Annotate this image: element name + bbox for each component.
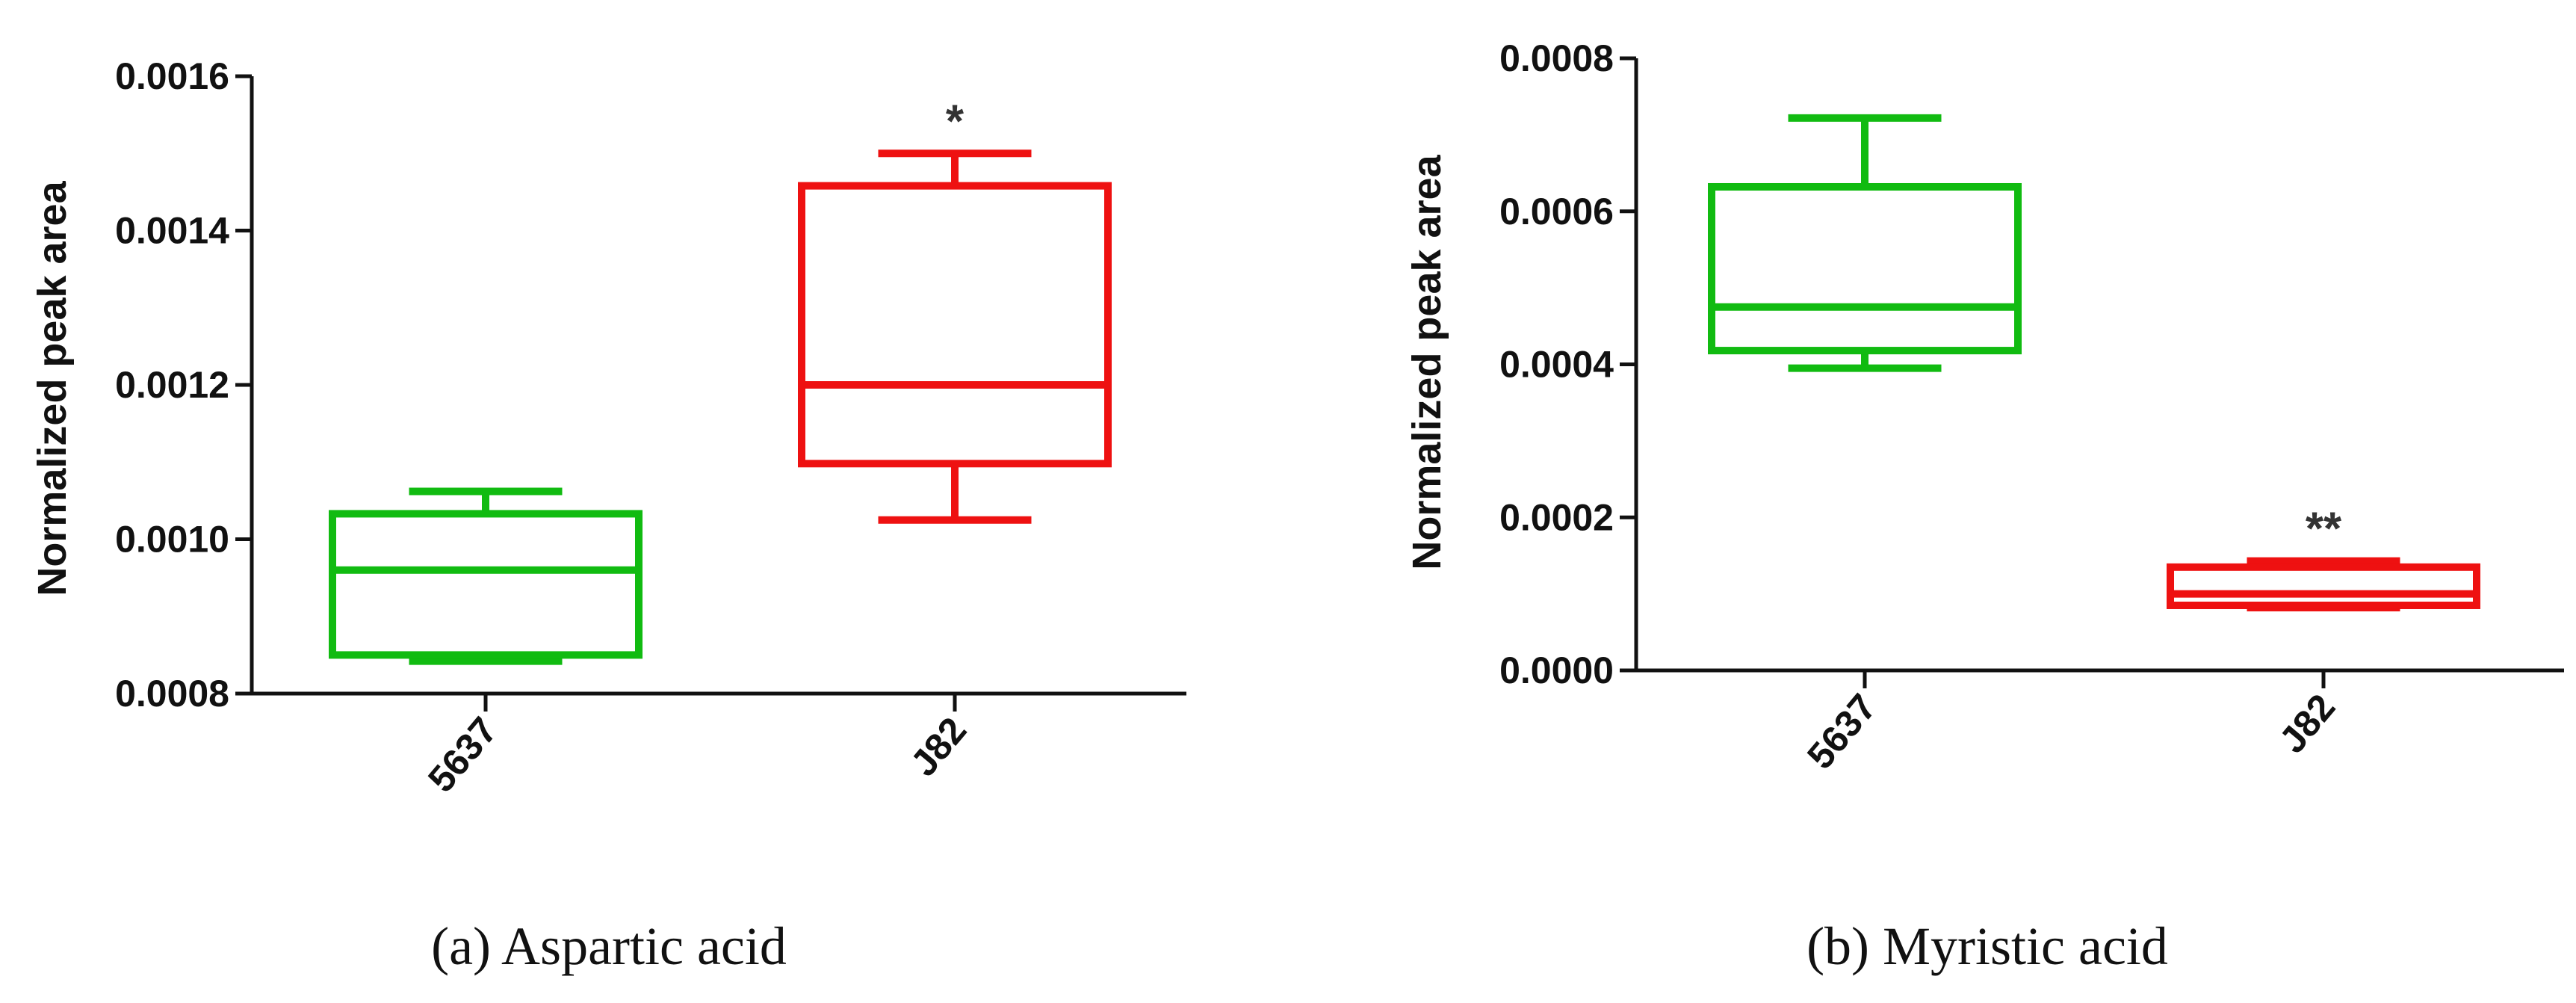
chart-panel-aspartic-acid: Normalized peak area 0.00080.00100.00120… bbox=[30, 55, 1186, 976]
x-tick-label: 5637 bbox=[420, 709, 505, 800]
y-tick-label: 0.0012 bbox=[115, 364, 229, 406]
x-tick-label: 5637 bbox=[1799, 686, 1884, 777]
y-tick-label: 0.0014 bbox=[115, 210, 229, 252]
panel-caption: (a) Aspartic acid bbox=[431, 916, 787, 976]
box-5637 bbox=[329, 487, 643, 665]
panel-caption: (b) Myristic acid bbox=[1806, 916, 2168, 976]
axes: 0.0008 0.0010 0.0012 0.0014 0.0016 5637 J82 bbox=[115, 55, 1186, 800]
y-tick-label: 0.0004 bbox=[1499, 344, 1614, 386]
y-tick-label: 0.0016 bbox=[115, 55, 229, 97]
box-J82: ** bbox=[2167, 504, 2480, 612]
box-5637 bbox=[1708, 114, 2022, 372]
y-tick-label: 0.0008 bbox=[115, 673, 229, 715]
significance-marker: ** bbox=[2306, 504, 2342, 555]
y-tick-label: 0.0008 bbox=[1499, 37, 1614, 79]
iqr-box bbox=[798, 182, 1112, 468]
y-tick-label: 0.0002 bbox=[1499, 496, 1614, 538]
y-tick-label: 0.0010 bbox=[115, 519, 229, 561]
y-axis-title: Normalized peak area bbox=[1405, 154, 1449, 570]
y-tick-label: 0.0006 bbox=[1499, 191, 1614, 232]
iqr-box bbox=[1708, 182, 2022, 355]
y-axis-title: Normalized peak area bbox=[30, 180, 75, 596]
x-tick-label: J82 bbox=[902, 709, 975, 784]
x-tick-label: J82 bbox=[2271, 686, 2344, 761]
box-J82: * bbox=[798, 96, 1112, 524]
boxes: * bbox=[329, 96, 1112, 665]
significance-marker: * bbox=[946, 96, 965, 147]
iqr-box bbox=[2167, 563, 2480, 609]
chart-panel-myristic-acid: Normalized peak area 0.00000.00020.00040… bbox=[1405, 37, 2564, 976]
iqr-box bbox=[329, 510, 643, 659]
boxes: ** bbox=[1708, 114, 2480, 612]
axes: 0.0000 0.0002 0.0004 0.0006 0.0008 5637 J82 bbox=[1499, 37, 2564, 777]
y-tick-label: 0.0000 bbox=[1499, 649, 1614, 691]
